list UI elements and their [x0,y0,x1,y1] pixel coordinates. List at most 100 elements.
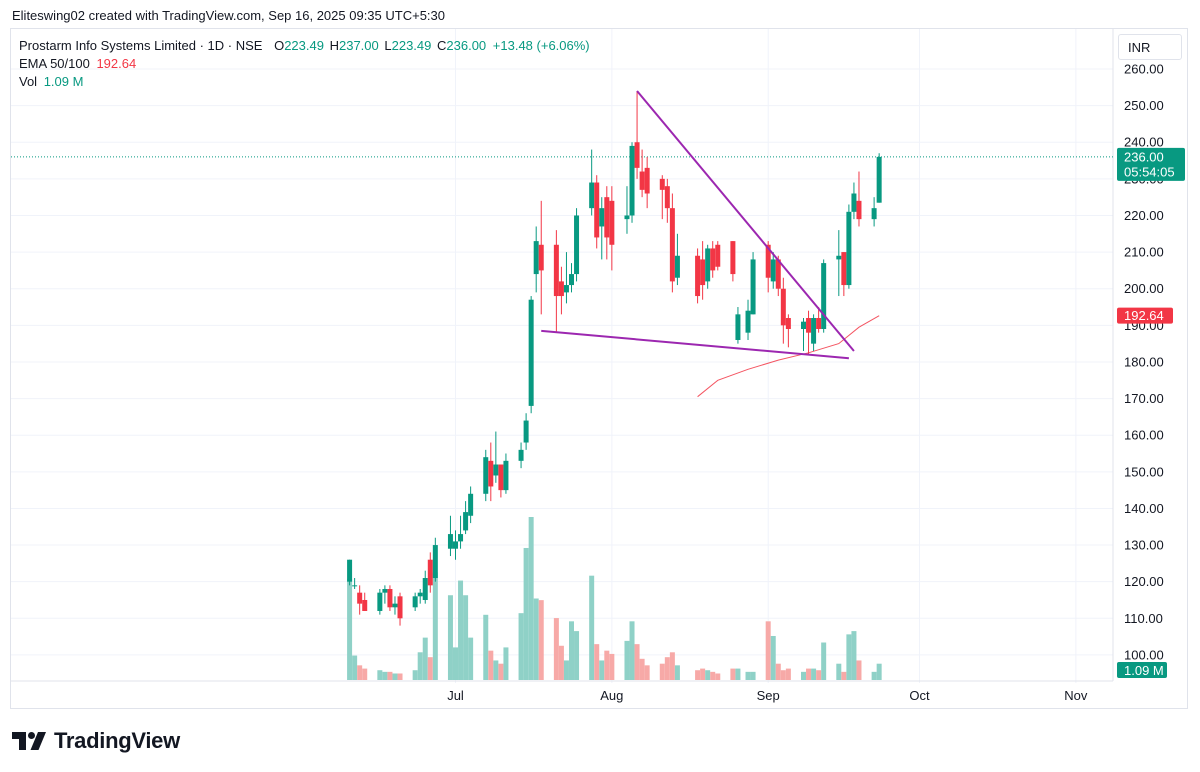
volume-bar [659,663,665,680]
volume-bar [569,621,574,680]
volume-bar [780,670,786,680]
candle [569,263,574,293]
y-tick-label: 170.00 [1124,391,1164,406]
candle-body [422,578,428,600]
candle [553,230,559,333]
candle [488,442,494,502]
candle [710,241,716,278]
volume-badge: 1.09 M [1117,662,1167,678]
candle [417,589,423,604]
candle [412,592,418,611]
candle [750,252,756,315]
tradingview-logo-icon [12,732,46,750]
volume-bar [785,668,791,680]
chart-legend: Prostarm Info Systems Limited · 1D · NSE… [19,37,590,91]
candle [362,592,368,611]
x-tick-label: Oct [909,688,930,703]
candle-body [357,592,363,604]
candle-body [498,464,504,491]
candle-body [669,208,675,282]
candle-body [518,449,524,461]
candle-body [674,255,680,278]
y-tick-label: 250.00 [1124,98,1164,113]
candle [387,585,393,611]
candle-body [811,318,817,344]
volume-bar [574,631,580,680]
volume-bar [533,598,539,680]
x-tick-label: Sep [757,688,780,703]
candle-body [503,460,509,491]
candle-body [468,493,474,516]
volume-label: Vol [19,74,38,89]
open-label: O [274,38,285,53]
candle [538,200,544,315]
low-label: L [384,38,392,53]
candle-body [841,252,847,286]
volume-bar [594,644,600,680]
candle-body [392,603,398,608]
candle-body [493,464,499,476]
candle-body [846,211,852,286]
volume-bar [377,670,383,680]
candle [664,178,670,223]
candle [876,153,882,203]
y-tick-label: 260.00 [1124,62,1164,77]
candle [589,149,595,216]
y-tick-label: 150.00 [1124,464,1164,479]
candle-body [639,171,645,190]
volume-bar [432,572,438,680]
candle-body [569,274,574,286]
candle-body [523,420,529,443]
candle-body [836,255,842,260]
volume-legend-row[interactable]: Vol 1.09 M [19,73,590,91]
candle [705,244,711,289]
volume-bar [453,647,458,680]
candle-body [780,288,786,326]
candle-body [574,215,580,275]
candle-body [528,299,534,406]
candle [392,596,398,615]
candle-body [563,285,569,293]
candle-body [695,255,701,297]
candle [775,255,781,297]
trendline [636,90,855,352]
tradingview-logo[interactable]: TradingView [12,728,180,754]
ema-legend-row[interactable]: EMA 50/100 192.64 [19,55,590,73]
candle [785,314,791,348]
chart-frame [10,28,1188,709]
candle [695,248,701,304]
candle-body [463,512,469,531]
volume-bar [629,621,635,680]
volume-bar [538,600,544,680]
candle-body [432,545,438,579]
candle-body [382,589,388,593]
y-tick-label: 200.00 [1124,281,1164,296]
candle-body [710,248,716,271]
volume-bar [397,673,403,680]
tradingview-wordmark: TradingView [54,728,180,753]
volume-bar [664,657,670,680]
candle-body [801,321,806,330]
candle-body [609,200,615,245]
volume-bar [624,640,630,680]
candle [674,233,680,286]
ema-line [697,315,880,398]
candle [639,149,645,198]
ema-value: 192.64 [96,56,137,71]
currency-button[interactable]: INR [1118,34,1182,60]
volume-bar [846,634,852,680]
candle [715,241,721,271]
candle-body [851,193,857,212]
candle [629,142,635,223]
volume-bar [841,671,847,680]
volume-bar [463,595,469,680]
candle-body [775,259,781,289]
candle [432,537,438,582]
candle-body [538,244,544,271]
candle-body [624,215,630,220]
volume-bar [362,668,368,680]
candle [745,299,751,340]
volume-bar [553,618,559,680]
high-value: 237.00 [338,38,379,53]
